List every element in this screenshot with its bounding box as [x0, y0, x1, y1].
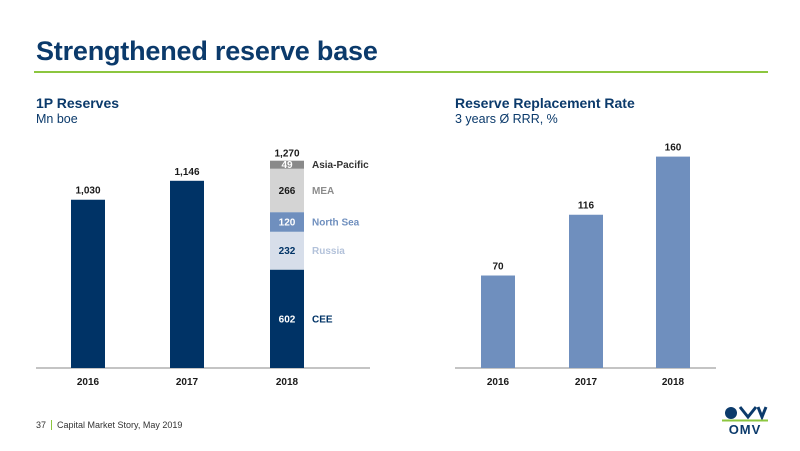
rrr-chart-subtitle: 3 years Ø RRR, %: [455, 112, 558, 126]
page-number: 37: [36, 420, 47, 430]
footer-text: Capital Market Story, May 2019: [57, 420, 183, 430]
data-label-2018: 1,270: [274, 149, 299, 160]
data-label-2016: 1,030: [75, 186, 100, 197]
x-tick-2017: 2017: [176, 377, 199, 388]
bar-2016: [71, 199, 105, 368]
bar-2017: [170, 180, 204, 368]
omv-logo: OMV: [722, 404, 768, 440]
rrr-x-tick-2017: 2017: [575, 377, 598, 388]
segment-label-north-sea: 120: [279, 217, 296, 228]
rrr-x-tick-2016: 2016: [487, 377, 510, 388]
legend-cee: CEE: [312, 314, 333, 325]
data-label-2017: 1,146: [174, 167, 199, 178]
rrr-bar-2017: [569, 214, 603, 368]
reserves-chart-subtitle: Mn boe: [36, 112, 78, 126]
rrr-chart-title: Reserve Replacement Rate: [455, 95, 635, 111]
segment-russia: [270, 231, 304, 270]
segment-cee: [270, 269, 304, 368]
title-underline: [34, 71, 768, 73]
segment-north-sea: [270, 212, 304, 232]
legend-north-sea: North Sea: [312, 217, 360, 228]
legend-asia-pacific: Asia-Pacific: [312, 160, 369, 171]
segment-label-cee: 602: [279, 314, 296, 325]
legend-mea: MEA: [312, 186, 334, 197]
segment-label-russia: 232: [279, 246, 296, 257]
segment-mea: [270, 168, 304, 213]
rrr-bar-2018: [656, 156, 690, 368]
segment-asia-pacific: [270, 160, 304, 169]
x-tick-2018: 2018: [276, 377, 299, 388]
legend-russia: Russia: [312, 246, 345, 257]
rrr-data-label-2017: 116: [578, 201, 595, 212]
rrr-data-label-2018: 160: [665, 143, 682, 154]
logo-wordmark: OMV: [728, 422, 762, 437]
rrr-x-tick-2018: 2018: [662, 377, 685, 388]
rrr-bar-2016: [481, 275, 515, 368]
reserves-chart-title: 1P Reserves: [36, 95, 120, 111]
rrr-data-label-2016: 70: [492, 262, 504, 273]
omv-logo-mark-icon: [722, 406, 768, 422]
footer-separator: [51, 420, 53, 430]
x-tick-2016: 2016: [77, 377, 100, 388]
segment-label-asia-pacific: 49: [281, 160, 293, 171]
footer: 37 Capital Market Story, May 2019: [36, 420, 182, 430]
segment-label-mea: 266: [279, 186, 296, 197]
slide-title: Strengthened reserve base: [36, 36, 378, 66]
